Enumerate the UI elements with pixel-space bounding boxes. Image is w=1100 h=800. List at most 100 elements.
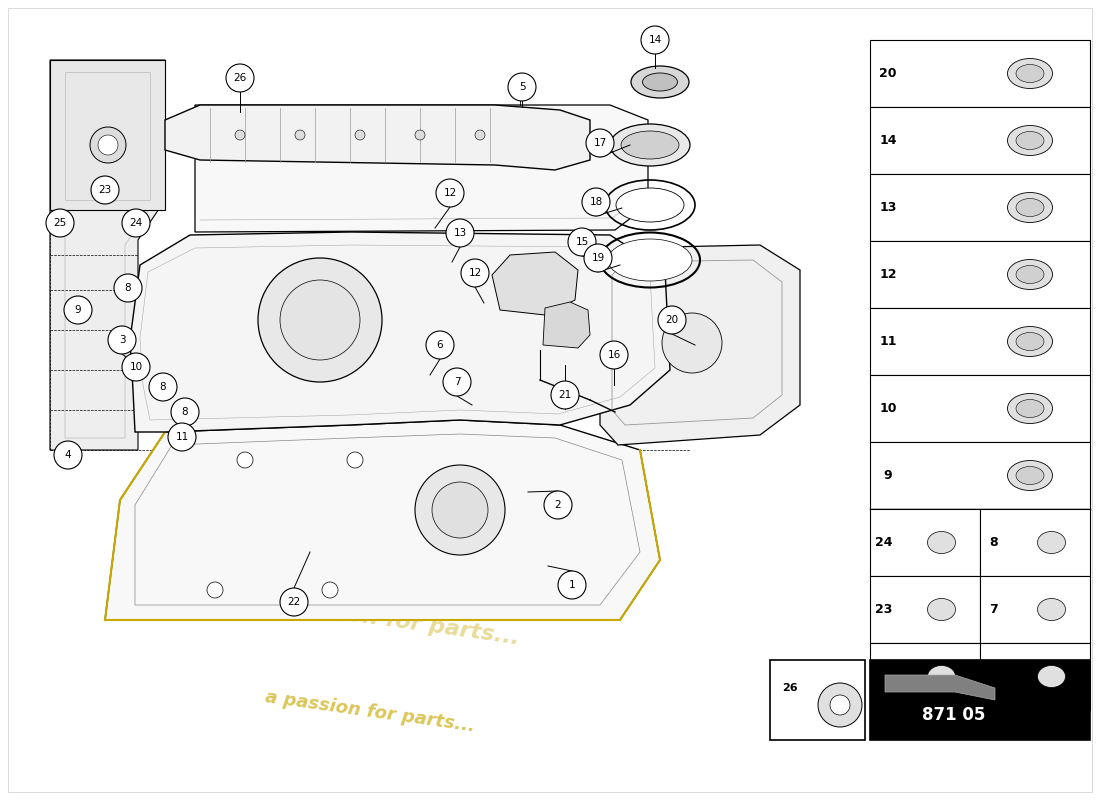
Circle shape bbox=[586, 129, 614, 157]
Bar bbox=[980, 643, 1090, 710]
Circle shape bbox=[426, 331, 454, 359]
Ellipse shape bbox=[1008, 259, 1053, 290]
Polygon shape bbox=[130, 232, 670, 432]
Ellipse shape bbox=[1037, 598, 1066, 621]
Circle shape bbox=[295, 130, 305, 140]
Circle shape bbox=[461, 259, 490, 287]
Text: 12: 12 bbox=[469, 268, 482, 278]
Circle shape bbox=[122, 209, 150, 237]
Bar bbox=[870, 241, 1090, 308]
Text: 11: 11 bbox=[175, 432, 188, 442]
Circle shape bbox=[90, 127, 126, 163]
Text: 13: 13 bbox=[453, 228, 466, 238]
Circle shape bbox=[108, 326, 136, 354]
Ellipse shape bbox=[631, 66, 689, 98]
Text: 22: 22 bbox=[876, 670, 893, 683]
Circle shape bbox=[322, 582, 338, 598]
Circle shape bbox=[436, 179, 464, 207]
Ellipse shape bbox=[1016, 333, 1044, 350]
Text: 23: 23 bbox=[876, 603, 893, 616]
Text: a passion for parts...: a passion for parts... bbox=[264, 688, 476, 736]
Bar bbox=[870, 660, 1090, 740]
Circle shape bbox=[148, 373, 177, 401]
Circle shape bbox=[91, 176, 119, 204]
Ellipse shape bbox=[1008, 461, 1053, 490]
Circle shape bbox=[415, 130, 425, 140]
Circle shape bbox=[830, 695, 850, 715]
Text: 16: 16 bbox=[607, 350, 620, 360]
Ellipse shape bbox=[608, 239, 692, 281]
Circle shape bbox=[235, 130, 245, 140]
Text: 6: 6 bbox=[437, 340, 443, 350]
Circle shape bbox=[508, 73, 536, 101]
Polygon shape bbox=[50, 60, 165, 450]
Circle shape bbox=[207, 582, 223, 598]
Circle shape bbox=[600, 341, 628, 369]
Ellipse shape bbox=[1016, 65, 1044, 82]
Ellipse shape bbox=[610, 124, 690, 166]
Text: 9: 9 bbox=[75, 305, 81, 315]
Bar bbox=[870, 174, 1090, 241]
Text: 871 05: 871 05 bbox=[922, 706, 984, 724]
Ellipse shape bbox=[927, 531, 956, 554]
Ellipse shape bbox=[1016, 399, 1044, 418]
Text: 7: 7 bbox=[990, 603, 999, 616]
Bar bbox=[870, 442, 1090, 509]
Ellipse shape bbox=[1037, 666, 1066, 687]
Circle shape bbox=[64, 296, 92, 324]
Circle shape bbox=[258, 258, 382, 382]
Ellipse shape bbox=[1016, 466, 1044, 485]
Circle shape bbox=[346, 452, 363, 468]
Bar bbox=[770, 660, 865, 740]
Text: 13: 13 bbox=[879, 201, 896, 214]
Ellipse shape bbox=[1016, 131, 1044, 150]
Text: 12: 12 bbox=[879, 268, 896, 281]
Text: 6: 6 bbox=[990, 670, 999, 683]
Bar bbox=[980, 576, 1090, 643]
Bar bbox=[870, 375, 1090, 442]
Circle shape bbox=[475, 130, 485, 140]
Circle shape bbox=[584, 244, 612, 272]
Ellipse shape bbox=[1008, 126, 1053, 155]
Text: 9: 9 bbox=[883, 469, 892, 482]
Text: 8: 8 bbox=[182, 407, 188, 417]
Text: 26: 26 bbox=[782, 683, 797, 693]
Circle shape bbox=[170, 398, 199, 426]
Ellipse shape bbox=[642, 73, 678, 91]
Polygon shape bbox=[543, 302, 590, 348]
Circle shape bbox=[544, 491, 572, 519]
Polygon shape bbox=[195, 105, 648, 232]
Text: a passion for parts...: a passion for parts... bbox=[260, 592, 521, 648]
Circle shape bbox=[558, 571, 586, 599]
Text: 1: 1 bbox=[569, 580, 575, 590]
Text: 18: 18 bbox=[590, 197, 603, 207]
Circle shape bbox=[568, 228, 596, 256]
Text: eldoparts: eldoparts bbox=[147, 302, 412, 458]
Text: 15: 15 bbox=[575, 237, 589, 247]
Circle shape bbox=[432, 482, 488, 538]
Circle shape bbox=[280, 588, 308, 616]
Text: 2: 2 bbox=[554, 500, 561, 510]
Ellipse shape bbox=[1008, 394, 1053, 423]
Text: 14: 14 bbox=[648, 35, 661, 45]
Polygon shape bbox=[104, 420, 660, 620]
Circle shape bbox=[168, 423, 196, 451]
Text: 20: 20 bbox=[879, 67, 896, 80]
Text: 3: 3 bbox=[119, 335, 125, 345]
Text: 12: 12 bbox=[443, 188, 456, 198]
Polygon shape bbox=[165, 105, 590, 170]
Circle shape bbox=[662, 313, 722, 373]
Ellipse shape bbox=[1008, 193, 1053, 222]
Text: 25: 25 bbox=[54, 218, 67, 228]
Circle shape bbox=[54, 441, 82, 469]
Text: 4: 4 bbox=[65, 450, 72, 460]
Text: 20: 20 bbox=[666, 315, 679, 325]
Ellipse shape bbox=[927, 598, 956, 621]
Polygon shape bbox=[600, 245, 800, 445]
Polygon shape bbox=[492, 252, 578, 315]
Circle shape bbox=[114, 274, 142, 302]
Ellipse shape bbox=[621, 131, 679, 159]
Text: 24: 24 bbox=[130, 218, 143, 228]
Text: 10: 10 bbox=[879, 402, 896, 415]
Circle shape bbox=[818, 683, 862, 727]
